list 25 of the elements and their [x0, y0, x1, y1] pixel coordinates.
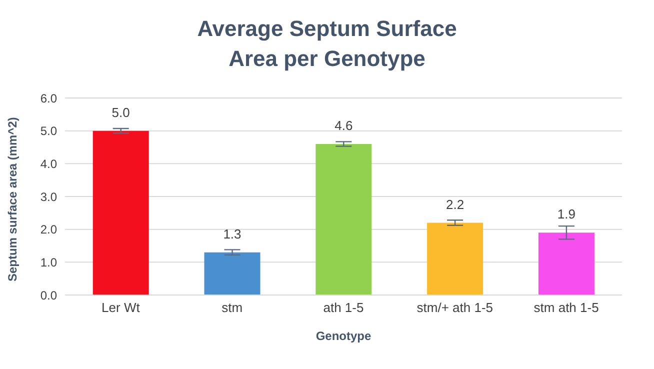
y-tick-label: 6.0 [40, 91, 58, 106]
bar [204, 252, 260, 295]
x-tick-label: ath 1-5 [323, 300, 364, 316]
data-label: 1.3 [223, 226, 242, 242]
x-tick-label: stm ath 1-5 [534, 300, 599, 316]
data-label: 1.9 [557, 206, 576, 222]
x-tick-label: Ler Wt [102, 300, 140, 316]
chart-title: Average Septum Surface Area per Genotype [196, 15, 458, 73]
data-label: 5.0 [112, 104, 130, 120]
bar [538, 232, 594, 295]
bar [316, 144, 372, 295]
y-tick-label: 0.0 [40, 288, 58, 302]
y-tick-label: 5.0 [40, 124, 58, 138]
data-label: 2.2 [446, 196, 464, 212]
y-tick-label: 3.0 [40, 190, 58, 204]
x-axis-title: Genotype [316, 329, 372, 343]
y-tick-label: 4.0 [40, 156, 58, 171]
data-label: 4.6 [334, 118, 353, 133]
y-axis-title: Septum surface area (mm^2) [5, 117, 20, 282]
bar [92, 130, 149, 295]
bar [427, 222, 484, 295]
x-tick-label: stm [222, 300, 243, 316]
y-tick-label: 2.0 [40, 222, 58, 237]
x-tick-label: stm/+ ath 1-5 [416, 300, 494, 316]
y-tick-label: 1.0 [40, 255, 58, 270]
